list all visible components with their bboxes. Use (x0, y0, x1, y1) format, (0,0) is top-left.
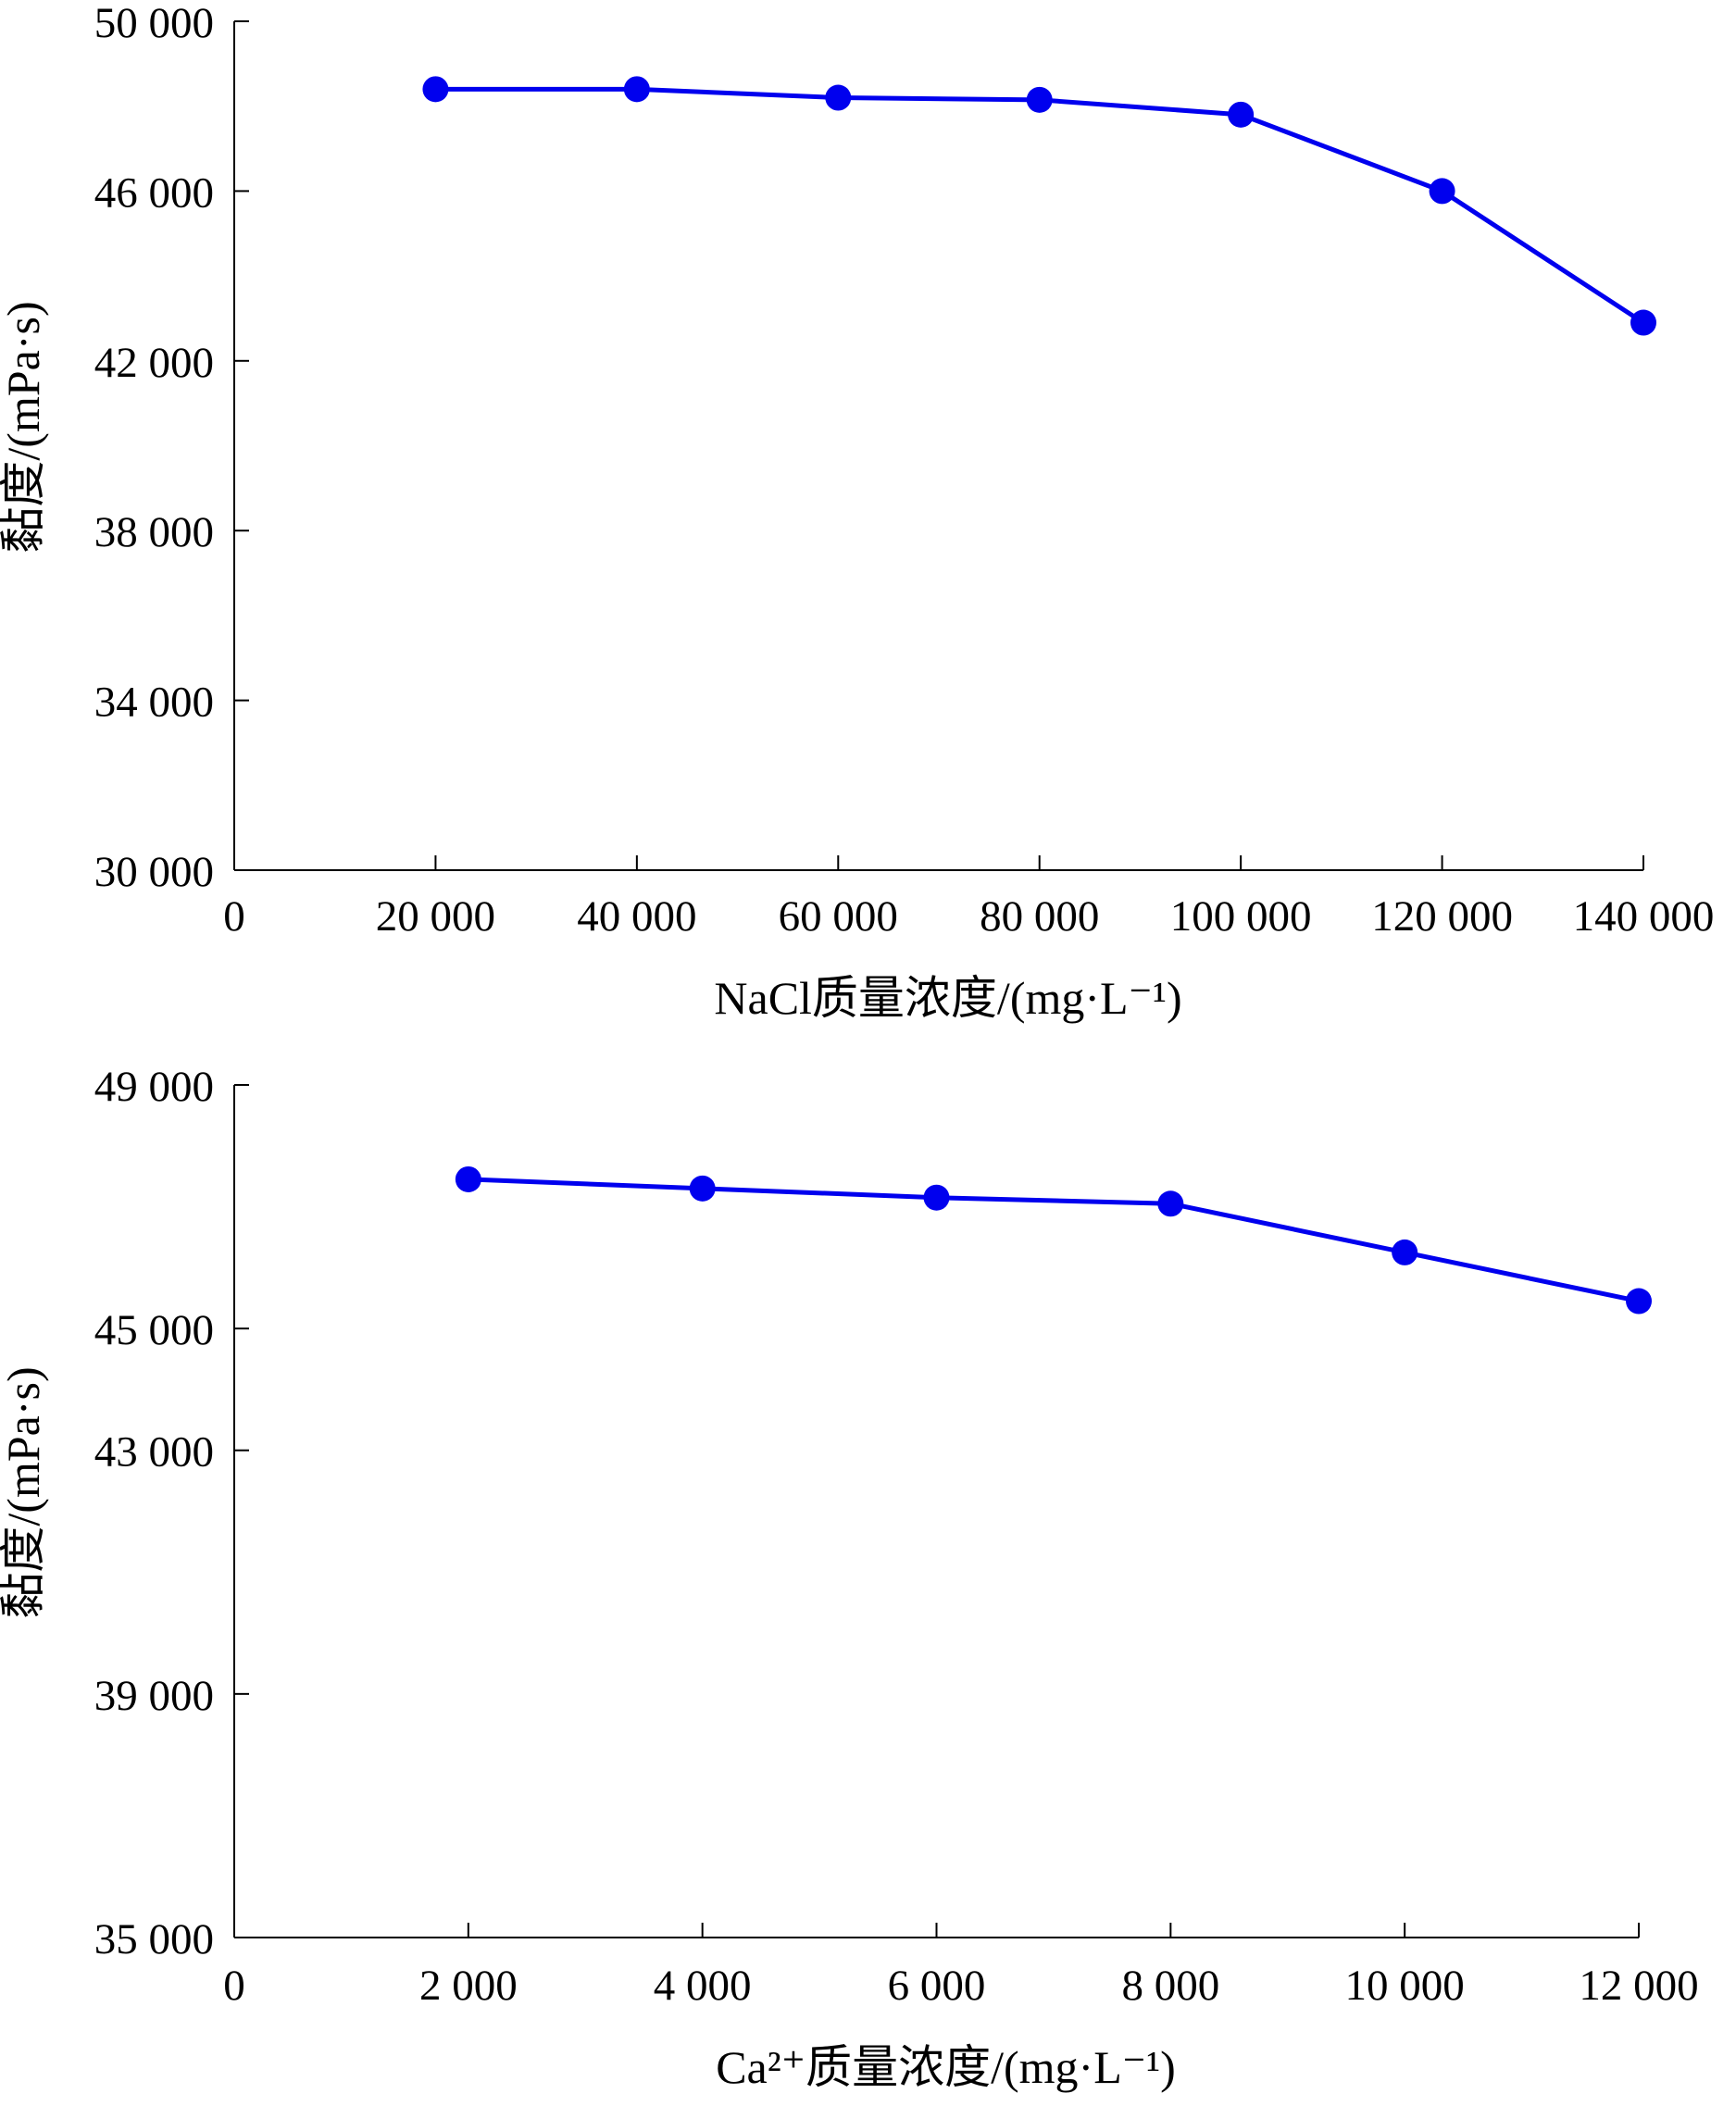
data-point (1228, 101, 1255, 128)
x-tick-label: 80 000 (980, 892, 1099, 941)
data-point (1157, 1190, 1184, 1217)
x-tick-label: 0 (223, 892, 245, 941)
y-tick-label: 50 000 (94, 0, 214, 47)
y-tick-label: 45 000 (94, 1306, 214, 1354)
y-tick-label: 49 000 (94, 1063, 214, 1111)
x-tick-label: 4 000 (654, 1962, 752, 2010)
y-tick-label: 34 000 (94, 679, 214, 727)
x-axis-title: Ca²⁺质量浓度/(mg·L⁻¹) (716, 2041, 1176, 2093)
y-tick-label: 30 000 (94, 848, 214, 896)
chart-nacl-viscosity: 30 000 34 000 38 000 42 000 46 000 50 000 0 20 … (0, 0, 1714, 1024)
x-tick-label: 0 (223, 1962, 245, 2010)
y-axis-title: 黏度/(mPa·s) (0, 1366, 49, 1618)
series-line (435, 86, 1645, 325)
data-point (1626, 1288, 1652, 1315)
x-tick-label: 12 000 (1579, 1962, 1698, 2010)
y-axis-title: 黏度/(mPa·s) (0, 301, 49, 553)
data-point (1630, 309, 1656, 336)
y-tick-label: 39 000 (94, 1672, 214, 1720)
x-tick-label: 120 000 (1371, 892, 1513, 941)
data-point (825, 84, 852, 111)
series-line (468, 1177, 1640, 1303)
x-tick-label: 100 000 (1170, 892, 1312, 941)
data-point (422, 76, 449, 103)
data-point (689, 1175, 716, 1202)
y-tick-label: 38 000 (94, 508, 214, 556)
data-point (1026, 86, 1053, 113)
x-tick-label: 8 000 (1121, 1962, 1219, 2010)
x-tick-label: 2 000 (419, 1962, 518, 2010)
x-tick-label: 6 000 (888, 1962, 986, 2010)
y-tick-label: 43 000 (94, 1428, 214, 1477)
data-point (1392, 1239, 1418, 1265)
data-point (1429, 178, 1455, 205)
y-tick-label: 35 000 (94, 1915, 214, 1963)
x-tick-label: 60 000 (779, 892, 898, 941)
chart-calcium-viscosity: 35 000 39 000 43 000 45 000 49 000 0 2 000 4 00… (0, 1063, 1699, 2093)
data-point (623, 76, 650, 103)
y-tick-label: 46 000 (94, 168, 214, 217)
x-tick-label: 140 000 (1573, 892, 1715, 941)
y-tick-label: 42 000 (94, 339, 214, 387)
x-tick-label: 10 000 (1345, 1962, 1465, 2010)
x-tick-label: 20 000 (376, 892, 495, 941)
x-axis-title: NaCl质量浓度/(mg·L⁻¹) (714, 972, 1181, 1024)
data-point (455, 1165, 481, 1192)
x-tick-label: 40 000 (577, 892, 696, 941)
data-point (923, 1184, 950, 1211)
